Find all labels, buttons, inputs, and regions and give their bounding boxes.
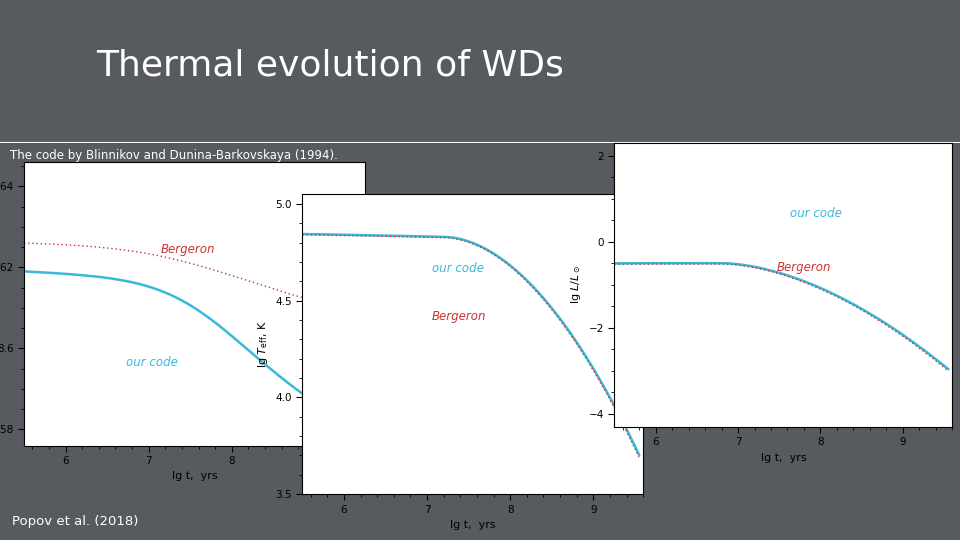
Y-axis label: lg $L/L_\odot$: lg $L/L_\odot$: [569, 265, 583, 305]
Text: Popov et al. (2018): Popov et al. (2018): [12, 515, 138, 528]
X-axis label: lg t,  yrs: lg t, yrs: [450, 520, 495, 530]
Text: Bergeron: Bergeron: [432, 310, 487, 323]
Text: our code: our code: [790, 207, 842, 220]
Text: The code by Blinnikov and Dunina-Barkovskaya (1994).: The code by Blinnikov and Dunina-Barkovs…: [10, 148, 338, 161]
Text: Bergeron: Bergeron: [160, 242, 215, 256]
X-axis label: lg t,  yrs: lg t, yrs: [760, 453, 806, 463]
Text: Thermal evolution of WDs: Thermal evolution of WDs: [96, 49, 564, 83]
Text: our code: our code: [127, 356, 179, 369]
Text: our code: our code: [432, 262, 484, 275]
X-axis label: lg t,  yrs: lg t, yrs: [172, 471, 217, 482]
Y-axis label: lg $T_\mathrm{eff}$, K: lg $T_\mathrm{eff}$, K: [255, 320, 270, 368]
Text: Bergeron: Bergeron: [777, 261, 831, 274]
